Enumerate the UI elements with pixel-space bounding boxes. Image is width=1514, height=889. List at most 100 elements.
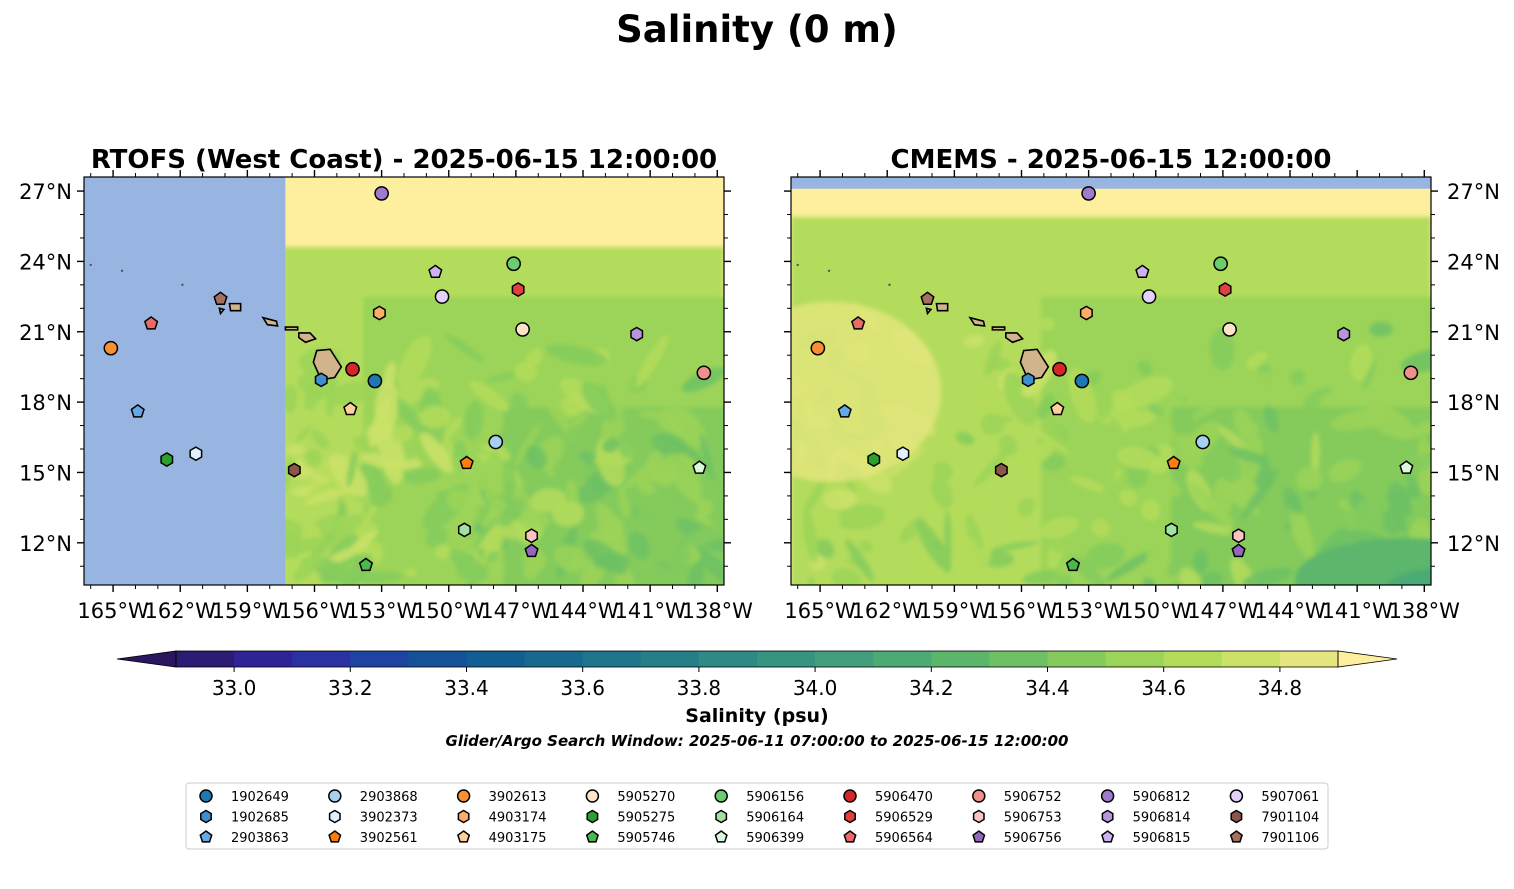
colorbar-tick-label: 33.2 [328,676,373,700]
salinity-eddy [518,510,551,530]
observation-5905275 [160,452,174,468]
salinity-eddy [1019,441,1054,470]
salinity-eddy [1318,390,1353,403]
observation-5906756 [1231,543,1246,558]
salinity-eddy [1003,371,1038,427]
salinity-eddy [685,521,724,546]
salinity-eddy [570,413,589,427]
observation-5906814 [630,326,644,342]
rtofs-panel: RTOFS (West Coast) - 2025-06-15 12:00:00… [19,145,753,623]
colorbar-segment [698,651,758,667]
salinity-eddy [1311,432,1320,476]
salinity-eddy [884,448,926,479]
legend-label: 5906815 [1133,831,1191,846]
legend-marker-5906756 [972,830,986,843]
legend-label: 5906812 [1133,790,1191,805]
salinity-eddy [989,357,1011,371]
rtofs-salinity-field [271,247,724,585]
colorbar-segment [582,651,642,667]
observation-4903174 [372,305,386,321]
observation-3902613 [810,340,826,356]
salinity-eddy [932,461,954,481]
x-tick-label: 141°W [1321,599,1393,623]
salinity-eddy [1106,549,1156,582]
salinity-eddy [1119,489,1138,506]
float-legend: 1902649 1902685 2903863 2903868 3902373 39025… [185,782,1329,850]
salinity-eddy [615,369,634,417]
salinity-eddy [1289,369,1306,386]
salinity-eddy [425,543,453,585]
observation-1902649 [367,373,383,389]
observation-5905270 [1222,322,1237,337]
colorbar-segment [292,651,351,667]
colorbar-segment [524,651,584,667]
salinity-eddy [1090,519,1111,537]
legend-label: 5905746 [617,831,675,846]
salinity-eddy [616,431,642,459]
salinity-eddy [1308,522,1330,543]
salinity-eddy [1144,401,1164,417]
salinity-eddy [583,539,627,575]
figure-title: Salinity (0 m) [616,8,898,51]
x-tick-label: 147°W [480,599,552,623]
legend-label: 5906399 [746,831,804,846]
observation-1902685 [314,372,328,388]
x-tick-label: 156°W [279,599,351,623]
observation-5905746 [1065,557,1081,572]
salinity-eddy [1413,452,1431,473]
salinity-eddy [638,410,691,421]
observation-1902649 [1074,373,1090,389]
cmems-map-area [791,177,1431,585]
legend-marker-5906752 [972,789,986,803]
colorbar-segment [234,651,293,667]
x-tick-label: 162°W [145,599,217,623]
salinity-eddy [375,378,398,438]
salinity-eddy [1007,514,1020,545]
x-tick-label: 141°W [614,599,686,623]
cmems-panel-title: CMEMS - 2025-06-15 12:00:00 [891,145,1332,175]
y-tick-label: 18°N [1447,391,1500,415]
salinity-eddy [1040,516,1080,539]
salinity-eddy [959,545,992,585]
observation-5906753 [1232,528,1246,544]
salinity-eddy [343,571,404,583]
legend-label: 5907061 [1261,790,1319,805]
legend-marker-7901106 [1229,830,1243,843]
salinity-eddy [1146,529,1169,581]
salinity-eddy [391,378,440,406]
legend-marker-4903174 [457,809,470,824]
legend-marker-4903175 [457,830,471,843]
cmems-hawaiian-islands [796,263,1050,381]
legend-marker-5905270 [585,789,600,803]
salinity-eddy [973,444,1015,487]
colorbar-segment [640,651,700,667]
observation-1902685 [1021,372,1035,388]
legend-marker-5906156 [714,789,728,803]
island-molokai [991,326,1006,331]
salinity-eddy [1159,416,1179,444]
legend-label: 5905275 [617,811,675,826]
salinity-eddy [845,538,875,582]
island-molokai [284,326,299,331]
salinity-eddy [1360,386,1379,403]
legend-label: 5906814 [1133,811,1191,826]
observation-5905275 [867,452,881,468]
legend-label: 3902613 [489,790,547,805]
salinity-eddy [476,455,503,489]
observation-5907061 [434,289,450,304]
colorbar-segment [989,651,1048,667]
colorbar-tick-label: 33.8 [677,676,722,700]
x-tick-label: 150°W [413,599,485,623]
salinity-eddy [1117,446,1161,470]
legend-label: 5906164 [746,811,804,826]
salinity-eddy [1117,376,1173,409]
legend-marker-3902373 [328,809,341,824]
salinity-eddy [1191,388,1238,420]
colorbar-tick-label: 34.6 [1141,676,1186,700]
observation-2903863 [837,403,852,418]
salinity-eddy [675,540,691,585]
colorbar-segment [1105,651,1165,667]
salinity-eddy [1142,576,1156,585]
salinity-eddy [282,385,298,414]
salinity-eddy [546,466,555,478]
